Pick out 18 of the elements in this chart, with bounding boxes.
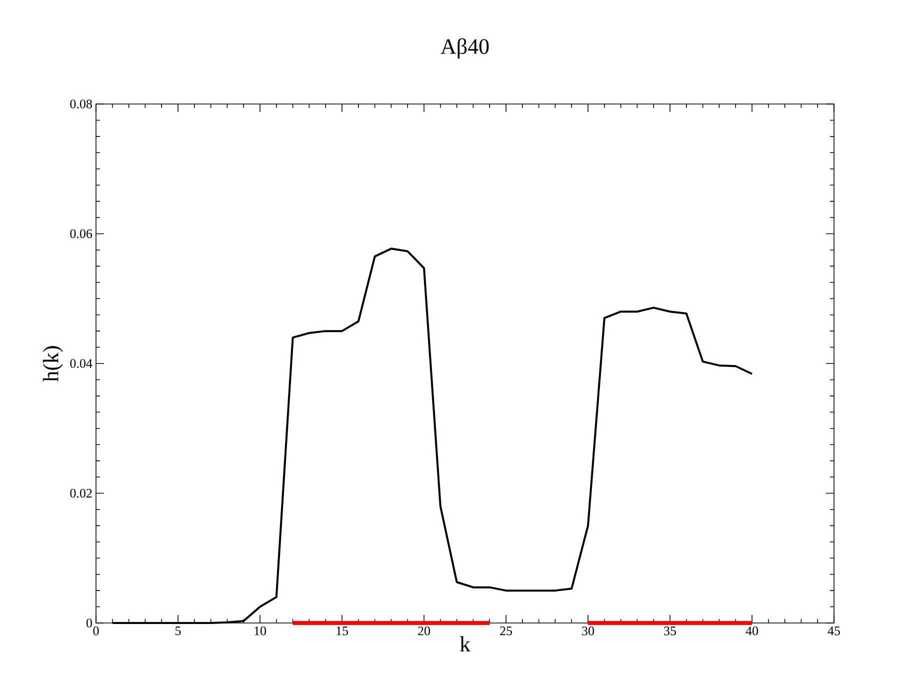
x-tick-label: 45	[828, 626, 840, 636]
x-tick-label: 40	[746, 626, 758, 636]
x-tick-label: 25	[500, 626, 512, 636]
x-axis-title: k	[460, 636, 471, 652]
chart-title: Aβ40	[440, 38, 489, 58]
x-tick-label: 15	[336, 626, 348, 636]
y-tick-label: 0.06	[70, 229, 92, 238]
x-tick-label: 30	[582, 626, 594, 636]
x-tick-label: 10	[254, 626, 266, 636]
y-tick-label: 0.04	[70, 359, 92, 368]
x-tick-label: 35	[664, 626, 676, 636]
y-axis-title: h(k)	[42, 346, 63, 382]
x-tick-label: 20	[418, 626, 430, 636]
y-tick-label: 0	[86, 618, 92, 628]
x-tick-label: 0	[93, 626, 99, 636]
x-tick-label: 5	[176, 626, 181, 636]
y-tick-label: 0.08	[70, 100, 92, 108]
y-tick-label: 0.02	[70, 488, 92, 498]
